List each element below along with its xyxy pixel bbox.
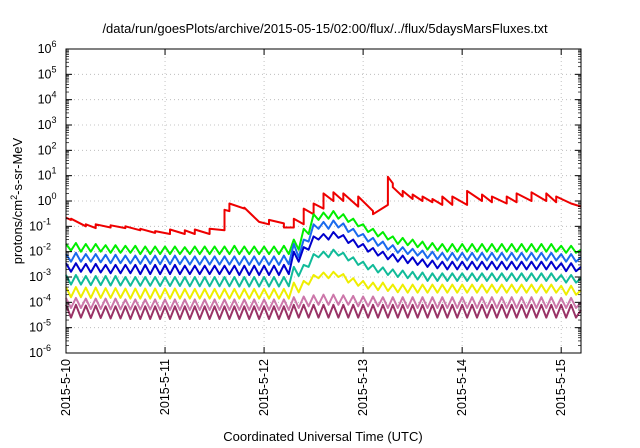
y-tick-label: 106 [38, 39, 57, 56]
y-tick-label: 10-5 [29, 318, 51, 335]
x-tick-label: 2015-5-12 [257, 359, 271, 416]
series-line-3 [65, 219, 582, 266]
axis-ticks [65, 48, 581, 354]
x-tick-labels: 2015-5-10 2015-5-11 2015-5-12 2015-5-13 2015… [59, 359, 568, 416]
y-tick-base: 10 [29, 219, 43, 233]
y-tick-base: 10 [38, 118, 52, 132]
x-tick-label: 2015-5-11 [158, 359, 172, 415]
y-tick-base: 10 [38, 42, 52, 56]
y-tick-exponent: -1 [43, 216, 51, 226]
x-axis-title: Coordinated Universal Time (UTC) [223, 429, 422, 444]
y-tick-label: 10-6 [29, 343, 51, 360]
series-line-8 [65, 303, 582, 320]
chart-title: /data/run/goesPlots/archive/2015-05-15/0… [102, 21, 548, 36]
y-tick-base: 10 [38, 169, 52, 183]
y-tick-label: 100 [38, 191, 57, 208]
series-line-7 [65, 293, 582, 311]
series-group [65, 175, 582, 320]
y-tick-exponent: -3 [43, 267, 51, 277]
y-tick-base: 10 [29, 346, 43, 360]
y-axis-title-part-1: protons/cm [10, 200, 25, 264]
y-tick-base: 10 [38, 143, 52, 157]
y-tick-exponent: -5 [43, 318, 51, 328]
y-tick-label: 10-4 [29, 292, 51, 309]
y-tick-label: 101 [38, 166, 57, 183]
series-line-5 [65, 248, 582, 288]
y-tick-base: 10 [38, 194, 52, 208]
y-axis-title-superscript: 2 [9, 195, 19, 200]
x-tick-label: 2015-5-13 [356, 359, 370, 416]
y-tick-exponent: 0 [51, 191, 56, 201]
y-tick-exponent: -6 [43, 343, 51, 353]
y-tick-exponent: -2 [43, 242, 51, 252]
y-tick-labels: 10610510410310210110010-110-210-310-410-… [29, 39, 56, 360]
y-tick-exponent: 5 [51, 64, 56, 74]
series-line-4 [65, 231, 582, 276]
y-tick-base: 10 [29, 270, 43, 284]
y-axis-title-part-2: -s-sr-MeV [10, 137, 25, 194]
y-tick-base: 10 [38, 93, 52, 107]
y-tick-label: 10-3 [29, 267, 51, 284]
y-tick-exponent: 6 [51, 39, 56, 49]
x-tick-label: 2015-5-15 [554, 359, 568, 416]
series-line-1 [65, 175, 582, 235]
y-tick-exponent: 1 [51, 166, 56, 176]
y-tick-label: 102 [38, 140, 57, 157]
y-tick-label: 105 [38, 64, 57, 81]
series-line-2 [65, 210, 582, 256]
x-tick-label: 2015-5-10 [59, 359, 73, 416]
y-tick-base: 10 [29, 321, 43, 335]
y-tick-base: 10 [38, 67, 52, 81]
y-tick-label: 10-2 [29, 242, 51, 259]
y-tick-exponent: 3 [51, 115, 56, 125]
y-tick-base: 10 [29, 245, 43, 259]
y-tick-label: 104 [38, 90, 57, 107]
y-tick-exponent: -4 [43, 292, 51, 302]
y-tick-label: 10-1 [29, 216, 51, 233]
y-tick-label: 103 [38, 115, 57, 132]
series-line-6 [65, 270, 582, 300]
y-tick-exponent: 2 [51, 140, 56, 150]
y-tick-base: 10 [29, 295, 43, 309]
x-tick-label: 2015-5-14 [455, 359, 469, 416]
y-tick-exponent: 4 [51, 90, 56, 100]
y-axis-title: protons/cm2-s-sr-MeV [9, 137, 25, 264]
